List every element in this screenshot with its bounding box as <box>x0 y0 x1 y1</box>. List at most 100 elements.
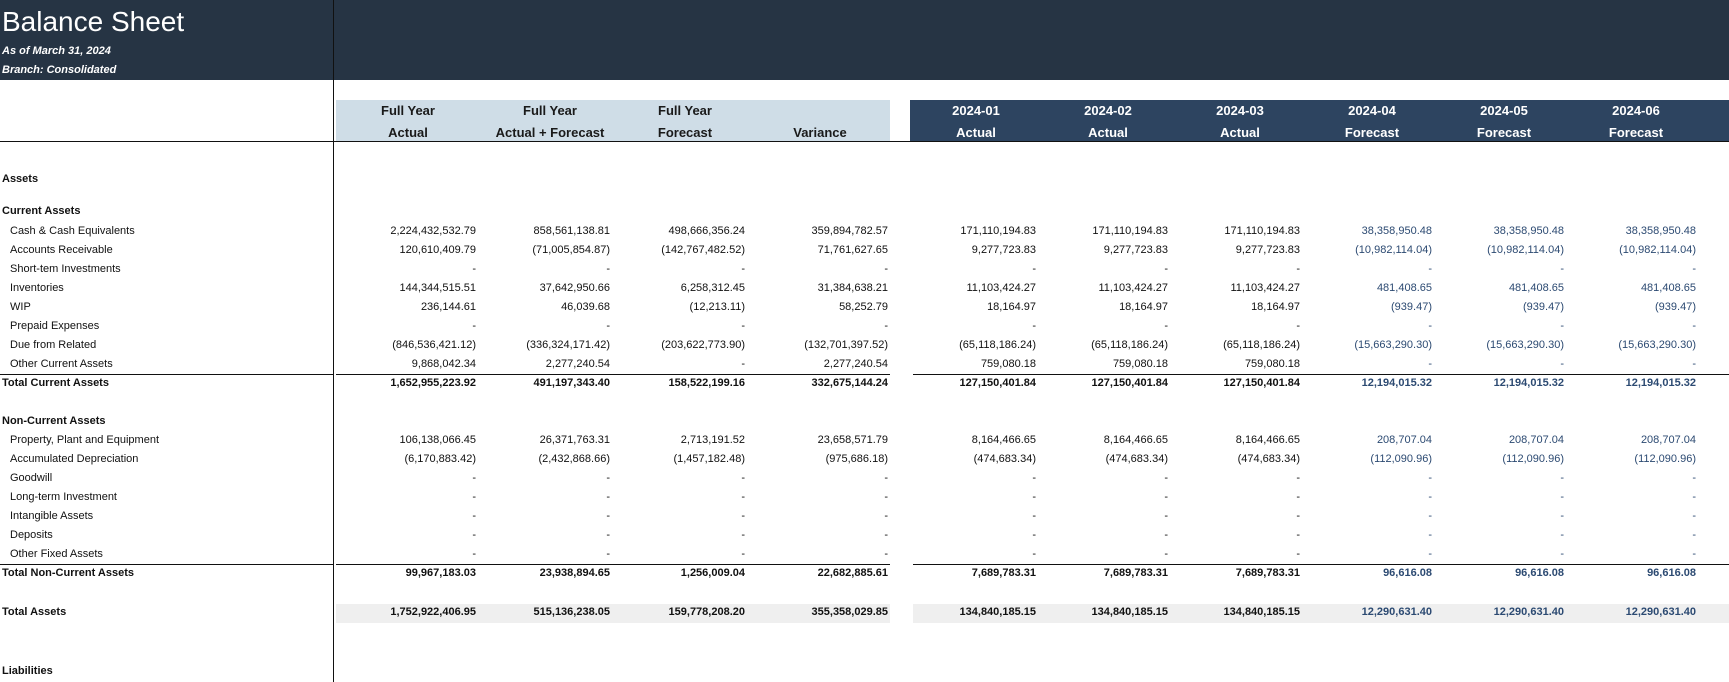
table-cell[interactable]: - <box>472 548 476 560</box>
table-cell[interactable]: (10,982,114.04) <box>1355 244 1432 256</box>
table-cell[interactable]: 12,290,631.40 <box>1361 606 1432 618</box>
table-cell[interactable]: 96,616.08 <box>1383 567 1432 579</box>
table-cell[interactable]: 31,384,638.21 <box>817 282 888 294</box>
table-cell[interactable]: - <box>472 472 476 484</box>
table-cell[interactable]: - <box>472 510 476 522</box>
table-cell[interactable]: 106,138,066.45 <box>399 434 476 446</box>
table-cell[interactable]: 71,761,627.65 <box>817 244 888 256</box>
table-cell[interactable]: 8,164,466.65 <box>1235 434 1300 446</box>
table-cell[interactable]: 759,080.18 <box>1112 358 1168 370</box>
table-cell[interactable]: (336,324,171.42) <box>526 339 610 351</box>
table-cell[interactable]: - <box>606 510 610 522</box>
table-cell[interactable]: - <box>1164 491 1168 503</box>
table-cell[interactable]: - <box>741 358 745 370</box>
table-cell[interactable]: - <box>884 263 888 275</box>
table-cell[interactable]: - <box>741 472 745 484</box>
table-cell[interactable]: 38,358,950.48 <box>1493 225 1564 237</box>
table-cell[interactable]: (65,118,186.24) <box>1223 339 1300 351</box>
table-cell[interactable]: 759,080.18 <box>980 358 1036 370</box>
table-cell[interactable]: (15,663,290.30) <box>1486 339 1564 351</box>
table-cell[interactable]: - <box>1692 320 1696 332</box>
table-cell[interactable]: 515,136,238.05 <box>533 606 610 618</box>
table-cell[interactable]: - <box>884 320 888 332</box>
table-cell[interactable]: - <box>1032 529 1036 541</box>
table-cell[interactable]: (203,622,773.90) <box>661 339 745 351</box>
table-cell[interactable]: (112,090.96) <box>1502 453 1564 465</box>
table-cell[interactable]: - <box>1164 529 1168 541</box>
table-cell[interactable]: - <box>1428 510 1432 522</box>
table-cell[interactable]: 355,358,029.85 <box>811 606 888 618</box>
table-cell[interactable]: - <box>1164 320 1168 332</box>
table-cell[interactable]: 159,778,208.20 <box>668 606 745 618</box>
table-cell[interactable]: 38,358,950.48 <box>1361 225 1432 237</box>
table-cell[interactable]: (132,701,397.52) <box>804 339 888 351</box>
table-cell[interactable]: 18,164.97 <box>1251 301 1300 313</box>
table-cell[interactable]: - <box>1560 263 1564 275</box>
table-cell[interactable]: - <box>1296 472 1300 484</box>
table-cell[interactable]: - <box>884 472 888 484</box>
table-cell[interactable]: - <box>884 529 888 541</box>
table-cell[interactable]: 9,277,723.83 <box>1103 244 1168 256</box>
table-cell[interactable]: 359,894,782.57 <box>811 225 888 237</box>
table-cell[interactable]: 127,150,401.84 <box>959 377 1036 389</box>
table-cell[interactable]: 8,164,466.65 <box>1103 434 1168 446</box>
table-cell[interactable]: 498,666,356.24 <box>668 225 745 237</box>
table-cell[interactable]: - <box>1032 510 1036 522</box>
table-cell[interactable]: (15,663,290.30) <box>1618 339 1696 351</box>
table-cell[interactable]: - <box>1032 472 1036 484</box>
table-cell[interactable]: (2,432,868.66) <box>538 453 610 465</box>
table-cell[interactable]: - <box>1296 263 1300 275</box>
table-cell[interactable]: - <box>741 320 745 332</box>
table-cell[interactable]: 96,616.08 <box>1647 567 1696 579</box>
table-cell[interactable]: - <box>1032 320 1036 332</box>
table-cell[interactable]: 12,290,631.40 <box>1625 606 1696 618</box>
table-cell[interactable]: - <box>472 263 476 275</box>
table-cell[interactable]: 171,110,194.83 <box>1224 225 1300 237</box>
table-cell[interactable]: - <box>1164 263 1168 275</box>
table-cell[interactable]: - <box>1560 358 1564 370</box>
table-cell[interactable]: - <box>472 529 476 541</box>
table-cell[interactable]: - <box>1692 358 1696 370</box>
table-cell[interactable]: (474,683.34) <box>1237 453 1300 465</box>
table-cell[interactable]: - <box>1164 548 1168 560</box>
table-cell[interactable]: (10,982,114.04) <box>1619 244 1696 256</box>
table-cell[interactable]: 99,967,183.03 <box>405 567 476 579</box>
table-cell[interactable]: 9,277,723.83 <box>971 244 1036 256</box>
table-cell[interactable]: - <box>741 548 745 560</box>
table-cell[interactable]: 208,707.04 <box>1508 434 1564 446</box>
table-cell[interactable]: - <box>741 263 745 275</box>
table-cell[interactable]: - <box>606 548 610 560</box>
table-cell[interactable]: - <box>1032 263 1036 275</box>
table-cell[interactable]: 11,103,424.27 <box>966 282 1036 294</box>
table-cell[interactable]: - <box>1428 529 1432 541</box>
table-cell[interactable]: - <box>1560 491 1564 503</box>
table-cell[interactable]: - <box>1296 510 1300 522</box>
table-cell[interactable]: - <box>1296 529 1300 541</box>
table-cell[interactable]: 46,039.68 <box>561 301 610 313</box>
table-cell[interactable]: 58,252.79 <box>839 301 888 313</box>
table-cell[interactable]: 127,150,401.84 <box>1091 377 1168 389</box>
table-cell[interactable]: - <box>1032 491 1036 503</box>
table-cell[interactable]: 134,840,185.15 <box>959 606 1036 618</box>
table-cell[interactable]: - <box>606 472 610 484</box>
table-cell[interactable]: - <box>1428 472 1432 484</box>
table-cell[interactable]: 236,144.61 <box>420 301 476 313</box>
table-cell[interactable]: 332,675,144.24 <box>811 377 888 389</box>
table-cell[interactable]: - <box>1428 548 1432 560</box>
table-cell[interactable]: (65,118,186.24) <box>1091 339 1168 351</box>
table-cell[interactable]: 96,616.08 <box>1515 567 1564 579</box>
table-cell[interactable]: - <box>606 529 610 541</box>
table-cell[interactable]: 858,561,138.81 <box>533 225 610 237</box>
table-cell[interactable]: (65,118,186.24) <box>959 339 1036 351</box>
table-cell[interactable]: - <box>1560 510 1564 522</box>
table-cell[interactable]: 481,408.65 <box>1508 282 1564 294</box>
table-cell[interactable]: 481,408.65 <box>1376 282 1432 294</box>
table-cell[interactable]: - <box>1032 548 1036 560</box>
table-cell[interactable]: 23,658,571.79 <box>817 434 888 446</box>
table-cell[interactable]: 22,682,885.61 <box>817 567 888 579</box>
table-cell[interactable]: - <box>1560 472 1564 484</box>
table-cell[interactable]: - <box>741 491 745 503</box>
table-cell[interactable]: (939.47) <box>1655 301 1696 313</box>
table-cell[interactable]: 1,652,955,223.92 <box>390 377 476 389</box>
table-cell[interactable]: 26,371,763.31 <box>539 434 610 446</box>
